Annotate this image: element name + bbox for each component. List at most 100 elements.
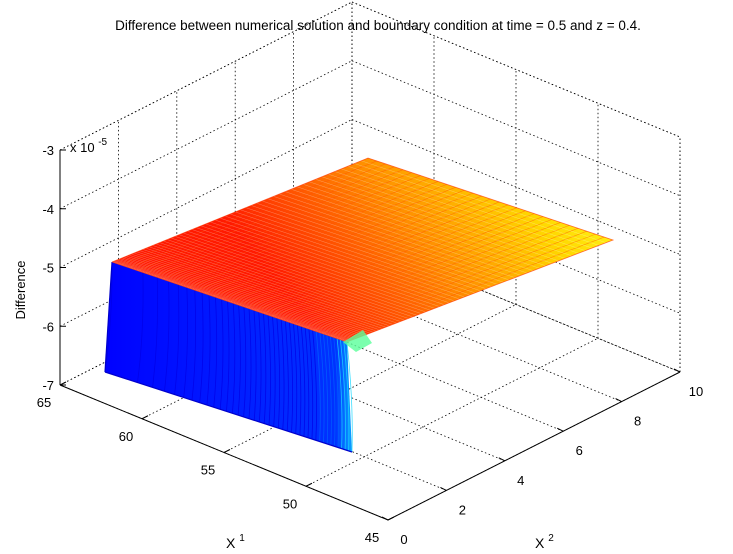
plateau-mesh-line <box>131 253 368 335</box>
plateau-mesh-line <box>179 181 439 286</box>
grid-line-floor-x1 <box>305 337 599 487</box>
plateau-mesh-line <box>313 228 579 331</box>
plateau-mesh-line <box>118 259 354 340</box>
plateau-mesh-line <box>128 163 386 268</box>
wall-mesh-line <box>104 261 113 373</box>
wall-mesh-line <box>231 303 236 414</box>
plateau-mesh-line <box>124 256 360 338</box>
plateau-mesh-line <box>279 216 544 320</box>
plateau-mesh-line <box>321 176 566 259</box>
x2-axis-label-sup: 2 <box>548 533 554 544</box>
wall-mesh-line <box>280 319 285 430</box>
wall-mesh-line <box>323 333 329 444</box>
plateau-mesh-line <box>334 171 579 254</box>
plateau-mesh-line <box>304 225 570 328</box>
wall-bottom-edge <box>104 371 353 453</box>
grid-line-floor-x2 <box>235 295 564 432</box>
plateau-mesh-line <box>229 198 491 303</box>
plateau-mesh-line <box>128 254 365 336</box>
plateau-mesh-line <box>153 172 412 277</box>
z-axis-label: Difference <box>13 260 28 319</box>
wall-mesh-line <box>258 311 262 422</box>
plateau-mesh-line <box>175 236 413 318</box>
wall-mesh-line <box>300 326 306 437</box>
axes-box-solid-edges <box>59 371 681 521</box>
z-tick-label: -6 <box>42 319 54 334</box>
plateau-mesh-line <box>159 242 397 324</box>
wall-mesh-line <box>312 330 317 441</box>
plateau-mesh-line <box>220 195 482 300</box>
grid-line-box-edge <box>351 1 681 138</box>
grid-line-floor-x1 <box>223 304 517 453</box>
grid-line-sidewall-z <box>351 119 681 255</box>
plateau-mesh-line <box>113 261 349 342</box>
chart-title: Difference between numerical solution an… <box>115 18 641 33</box>
x2-tick-label: 8 <box>634 414 641 429</box>
plateau-mesh-line <box>210 221 450 304</box>
x2-tick-label: 10 <box>689 384 703 399</box>
wall-mesh-line <box>272 316 276 427</box>
axis-tick-labels: 45 50 55 60 65 0 2 4 6 8 10 -7 -6 -5 -4 -3 <box>37 143 703 547</box>
plateau-mesh-line <box>230 213 470 296</box>
plateau-mesh-line <box>145 247 383 329</box>
plateau-mesh-line <box>139 250 377 332</box>
plateau-mesh-line <box>240 209 481 292</box>
plateau-mesh-line <box>156 243 393 325</box>
plateau-mesh-line <box>142 249 380 330</box>
wall-mesh-line <box>263 313 267 424</box>
plateau-mesh-line <box>162 175 421 280</box>
plateau-mesh-line <box>122 257 358 339</box>
grid-line-backwall-z <box>59 119 353 268</box>
plateau-mesh-line <box>215 219 455 302</box>
plateau-mesh-line <box>163 240 401 322</box>
plateau-mesh-line <box>309 181 553 264</box>
plateau-mesh-line <box>291 188 534 271</box>
plateau-mesh-line <box>273 196 515 278</box>
x1-tick-label: 60 <box>119 429 133 444</box>
plateau-mesh-line <box>341 168 586 251</box>
wall-mesh-line <box>284 320 289 432</box>
x1-tick-mark <box>223 449 231 453</box>
grid-line-sidewall-z <box>351 236 681 373</box>
plateau-mesh-line <box>120 258 356 339</box>
wall-mesh-line <box>219 299 224 410</box>
plateau-mesh-line <box>171 237 409 319</box>
plateau-mesh-line <box>191 229 431 311</box>
wall-mesh-line <box>183 287 189 398</box>
plateau-mesh-line <box>315 179 559 262</box>
x2-tick-label: 0 <box>400 532 407 547</box>
z-exponent-label: x 10 -5 <box>70 137 108 155</box>
plateau-mesh-line <box>126 255 363 337</box>
surface <box>104 157 615 453</box>
wall-mesh-line <box>276 318 281 429</box>
plateau-mesh-line <box>167 239 405 321</box>
plateau-mesh-line <box>328 173 572 257</box>
z-tick-label: -5 <box>42 261 54 276</box>
plateau-mesh-line <box>152 245 390 327</box>
plateau-mesh-line <box>179 234 417 316</box>
plateau-mesh-line <box>120 160 377 266</box>
wall-mesh-line <box>340 339 346 450</box>
wall-mesh-line <box>206 294 211 406</box>
z-tick-label: -7 <box>42 378 54 393</box>
wall-side-edge <box>104 261 113 373</box>
wall-mesh-line <box>191 290 197 401</box>
wall-mesh-line <box>308 328 314 440</box>
z-exponent-prefix: x 10 <box>70 140 95 155</box>
wall-mesh-line <box>343 340 350 451</box>
plateau-mesh-line <box>254 207 517 311</box>
plateau-mesh-line <box>267 198 510 281</box>
wall-mesh-line <box>304 327 310 438</box>
wall-mesh-line <box>253 310 257 421</box>
x1-axis-label: X 1 <box>226 533 245 551</box>
plateau-mesh-line <box>279 193 521 276</box>
plateau-mesh-line <box>183 232 422 314</box>
x2-tick-mark <box>498 457 506 462</box>
wall-mesh-line <box>199 292 204 403</box>
grid-line-box-edge <box>59 1 353 151</box>
wall-mesh-line <box>329 336 336 447</box>
x1-tick-mark <box>141 415 149 420</box>
x1-axis-label-base: X <box>226 535 236 551</box>
x1-tick-label: 65 <box>37 395 51 410</box>
